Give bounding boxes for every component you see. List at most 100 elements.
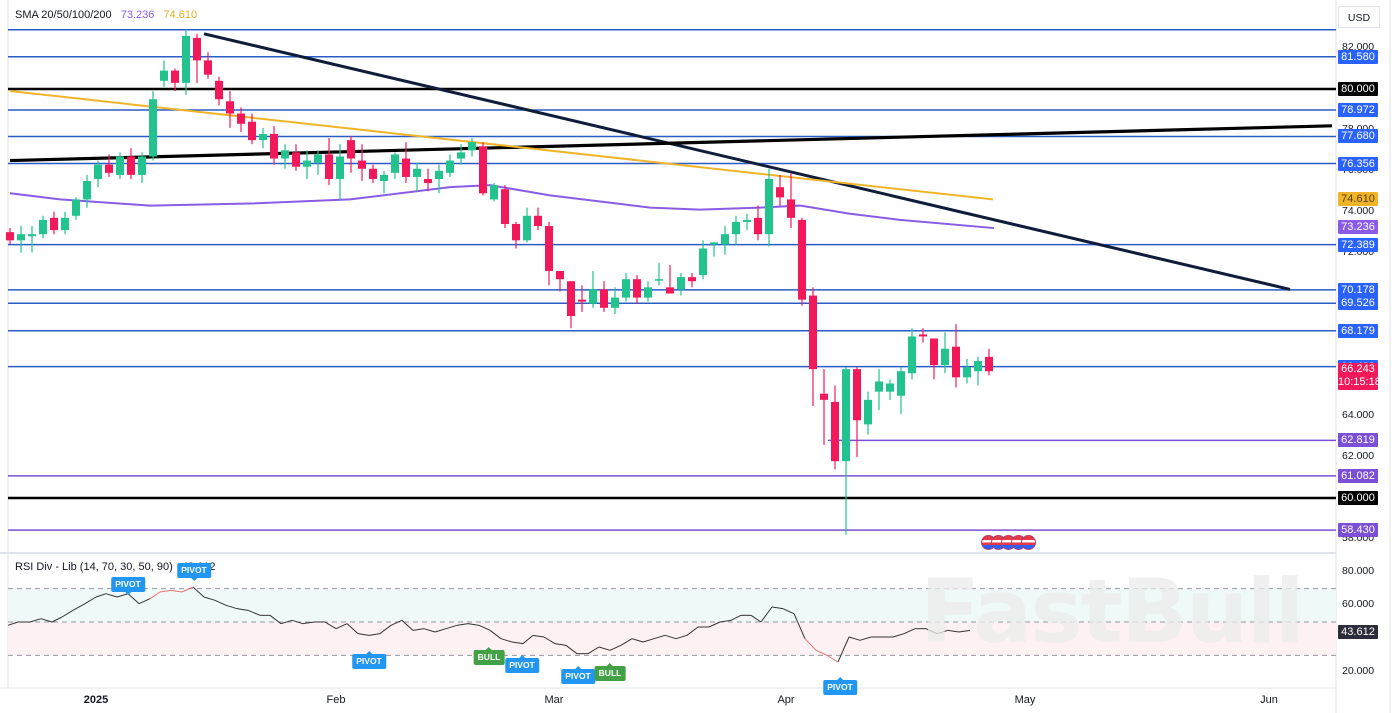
bull-badge: BULL: [594, 663, 626, 681]
level-price-tag: 70.178: [1338, 282, 1378, 297]
rsi-tick: 80.000: [1342, 565, 1375, 577]
descending-resistance-line: [203, 32, 1291, 291]
candle-body: [754, 217, 762, 235]
level-price-tag: 76.356: [1338, 156, 1378, 171]
rsi-line-segment: [445, 624, 458, 630]
level-price-tag: 62.819: [1338, 433, 1378, 448]
rsi-line-segment: [61, 609, 74, 618]
rsi-line-segment: [500, 638, 513, 643]
rsi-line-segment: [170, 589, 183, 593]
candle-body: [919, 334, 927, 337]
level-price-tag: 58.430: [1338, 523, 1378, 538]
currency-button[interactable]: USD: [1338, 6, 1380, 28]
us-flag-icon[interactable]: [1021, 535, 1036, 550]
pivot-badge: PIVOT: [505, 655, 539, 673]
candle-body: [226, 101, 234, 114]
level-price-tag: 69.526: [1338, 296, 1378, 311]
price-tick: 64.000: [1342, 409, 1375, 422]
rsi-line-segment: [793, 613, 806, 639]
candle-body: [787, 199, 795, 218]
candle-body: [28, 234, 36, 237]
candle-body: [358, 160, 366, 169]
rsi-line-segment: [653, 634, 666, 640]
rsi-line-segment: [51, 616, 63, 623]
candle-body: [512, 223, 520, 241]
candle-body: [391, 154, 399, 173]
rsi-line-segment: [335, 623, 348, 630]
rsi-line-segment: [642, 638, 655, 643]
rsi-line-segment: [543, 636, 556, 645]
candle-body: [842, 369, 850, 462]
sma100-line: [9, 184, 995, 230]
candle-body: [336, 156, 344, 179]
candle-body: [589, 289, 597, 304]
rsi-line-segment: [84, 596, 97, 605]
rsi-line-segment: [7, 621, 19, 626]
candle-body: [369, 168, 377, 179]
price-tick: 74.000: [1342, 204, 1375, 217]
level-price-tag: 77.680: [1338, 129, 1378, 144]
rsi-line-segment: [730, 614, 742, 621]
rsi-line-segment: [947, 629, 960, 633]
rsi-line-segment: [686, 626, 699, 636]
rsi-line-segment: [478, 624, 491, 631]
candle-body: [380, 174, 388, 182]
rsi-value-tag: 43.612: [1338, 625, 1378, 639]
candle-body: [622, 279, 630, 298]
candle-body: [127, 156, 135, 175]
rsi-line-segment: [760, 606, 773, 623]
price-legend[interactable]: SMA 20/50/100/200 73.236 74.610: [15, 9, 203, 21]
candle-body: [303, 160, 311, 167]
candle-body: [281, 150, 289, 159]
economic-events-icons[interactable]: [981, 535, 1036, 551]
sma-price-tag: 73.236: [1338, 220, 1378, 235]
candle-body: [292, 152, 300, 167]
candle-body: [798, 219, 806, 300]
candle-body: [963, 367, 971, 378]
candle-body: [193, 37, 201, 61]
candle-body: [160, 70, 168, 81]
rsi-line-segment: [357, 633, 370, 636]
rsi-line-segment: [511, 641, 524, 645]
rsi-line-segment: [368, 633, 381, 636]
rsi-line-segment: [72, 603, 86, 611]
rsi-line-segment: [280, 619, 293, 625]
candle-body: [985, 356, 993, 372]
level-price-tag: 78.972: [1338, 103, 1378, 118]
rsi-line-segment: [664, 634, 677, 640]
candle-body: [864, 399, 872, 425]
sma-200-line: [9, 90, 994, 201]
rsi-line-segment: [750, 614, 762, 623]
rsi-line-segment: [423, 628, 436, 633]
last-price-value: 66.243: [1341, 363, 1375, 375]
candle-body: [325, 154, 333, 179]
candle-body: [215, 80, 223, 100]
candle-body: [435, 170, 443, 179]
candle-body: [72, 199, 80, 216]
candle-body: [578, 299, 586, 302]
candle-body: [875, 381, 883, 392]
time-tick-feb: Feb: [326, 694, 346, 706]
candle-body: [908, 336, 916, 374]
candle-body: [732, 221, 740, 235]
rsi-line-segment: [782, 608, 795, 615]
candle-body: [633, 279, 641, 298]
rsi-line-segment: [302, 621, 315, 625]
rsi-line-segment: [236, 608, 249, 611]
candle-body: [171, 70, 179, 83]
sma100-value: 73.236: [120, 9, 155, 21]
rsi-line-segment: [708, 621, 721, 628]
time-tick-mar: Mar: [544, 694, 564, 706]
rsi-line-segment: [105, 593, 118, 598]
rsi-line-segment: [412, 628, 425, 631]
candle-body: [523, 215, 531, 241]
rsi-line-segment: [138, 598, 151, 605]
pivot-badge: PIVOT: [111, 577, 145, 595]
rsi-line-segment: [401, 619, 414, 631]
rsi-line-segment: [815, 649, 828, 656]
level-price-tag: 60.000: [1338, 491, 1378, 505]
rsi-line-segment: [771, 606, 784, 610]
pivot-badge: PIVOT: [823, 677, 857, 695]
